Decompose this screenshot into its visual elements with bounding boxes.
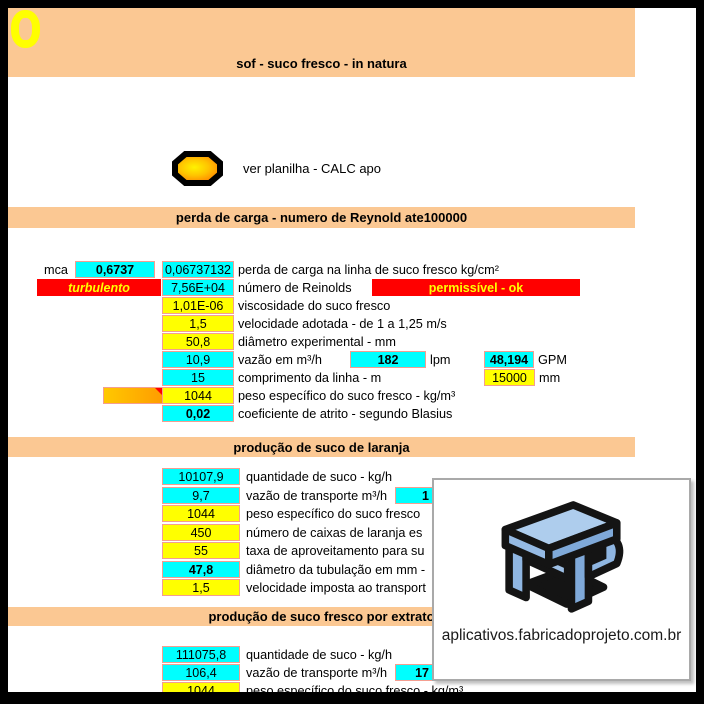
section-title-perda-de-carga: perda de carga - numero de Reynold ate10… — [8, 207, 635, 228]
cell-qtd-suco-3[interactable]: 111075,8 — [162, 646, 240, 663]
fp-logo-icon — [501, 501, 623, 613]
cell-vazao-lpm[interactable]: 182 — [350, 351, 426, 368]
cell-vazao-transporte-3-lpm[interactable]: 17 — [395, 664, 433, 681]
desc-taxa-aproveitamento: taxa de aproveitamento para su — [246, 543, 425, 558]
section-title-producao-laranja: produção de suco de laranja — [8, 437, 635, 457]
cell-diametro-tubulacao[interactable]: 47,8 — [162, 561, 240, 578]
desc-qtd-suco: quantidade de suco - kg/h — [246, 469, 393, 484]
cell-viscosidade[interactable]: 1,01E-06 — [162, 297, 234, 314]
desc-velocidade-imposta: velocidade imposta ao transport — [246, 580, 426, 595]
desc-velocidade-adotada: velocidade adotada - de 1 a 1,25 m/s — [238, 316, 447, 331]
cell-comprimento[interactable]: 15 — [162, 369, 234, 386]
frame-top — [0, 0, 704, 8]
branding-caption: aplicativos.fabricadoprojeto.com.br — [441, 627, 682, 644]
comment-marker-cell[interactable] — [103, 387, 163, 404]
yellow-ring-icon — [11, 10, 40, 48]
mca-label: mca — [44, 262, 68, 277]
status-permissivel: permissível - ok — [372, 279, 580, 296]
desc-viscosidade: viscosidade do suco fresco — [238, 298, 391, 313]
frame-bottom — [0, 692, 704, 704]
header-banner: sof - suco fresco - in natura — [8, 8, 635, 77]
unit-gpm: GPM — [538, 352, 567, 367]
cell-vazao-transporte[interactable]: 9,7 — [162, 487, 240, 504]
unit-lpm: lpm — [430, 352, 451, 367]
page-title: sof - suco fresco - in natura — [236, 56, 407, 71]
cell-vazao-transporte-3[interactable]: 106,4 — [162, 664, 240, 681]
lamp-icon — [178, 157, 217, 180]
cell-vazao-transporte-lpm[interactable]: 1 — [395, 487, 433, 504]
cell-vazao-m3h[interactable]: 10,9 — [162, 351, 234, 368]
cell-velocidade-adotada[interactable]: 1,5 — [162, 315, 234, 332]
desc-vazao-transporte-3: vazão de transporte m³/h — [246, 665, 388, 680]
comment-triangle-icon — [155, 388, 162, 395]
desc-diametro-tubulacao: diâmetro da tubulação em mm - — [246, 562, 426, 577]
cell-coef-atrito[interactable]: 0,02 — [162, 405, 234, 422]
cell-peso-especifico[interactable]: 1044 — [162, 387, 234, 404]
cell-caixas-laranja[interactable]: 450 — [162, 524, 240, 541]
desc-caixas-laranja: número de caixas de laranja es — [246, 525, 423, 540]
cell-taxa-aproveitamento[interactable]: 55 — [162, 542, 240, 559]
cell-reynolds[interactable]: 7,56E+04 — [162, 279, 234, 296]
unit-mm: mm — [539, 370, 561, 385]
desc-reynolds: número de Reinolds — [238, 280, 352, 295]
desc-peso-especifico: peso específico do suco fresco - kg/m³ — [238, 388, 456, 403]
desc-perda-carga: perda de carga na linha de suco fresco k… — [238, 262, 499, 277]
desc-coef-atrito: coeficiente de atrito - segundo Blasius — [238, 406, 453, 421]
status-turbulento: turbulento — [37, 279, 161, 296]
desc-comprimento: comprimento da linha - m — [238, 370, 382, 385]
cell-perda-carga[interactable]: 0,06737132 — [162, 261, 234, 278]
cell-velocidade-imposta[interactable]: 1,5 — [162, 579, 240, 596]
desc-qtd-suco-3: quantidade de suco - kg/h — [246, 647, 393, 662]
cell-peso-especifico-2[interactable]: 1044 — [162, 505, 240, 522]
desc-diametro-experimental: diâmetro experimental - mm — [238, 334, 396, 349]
cell-mca-value[interactable]: 0,6737 — [75, 261, 155, 278]
cell-comprimento-mm[interactable]: 15000 — [484, 369, 535, 386]
view-sheet-button[interactable] — [172, 151, 223, 186]
desc-peso-especifico-2: peso específico do suco fresco — [246, 506, 421, 521]
cell-diametro-experimental[interactable]: 50,8 — [162, 333, 234, 350]
frame-left — [0, 0, 8, 704]
branding-overlay: aplicativos.fabricadoprojeto.com.br — [432, 478, 691, 681]
desc-vazao-transporte: vazão de transporte m³/h — [246, 488, 388, 503]
view-sheet-button-label: ver planilha - CALC apo — [243, 161, 382, 176]
cell-qtd-suco[interactable]: 10107,9 — [162, 468, 240, 485]
frame-right — [696, 0, 704, 704]
desc-vazao: vazão em m³/h — [238, 352, 322, 367]
cell-vazao-gpm[interactable]: 48,194 — [484, 351, 534, 368]
